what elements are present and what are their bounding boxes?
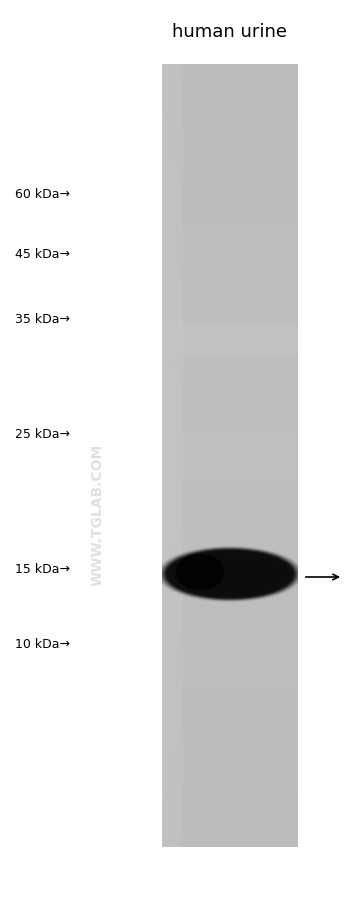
Text: WWW.TGLAB.COM: WWW.TGLAB.COM (91, 443, 105, 585)
Text: human urine: human urine (173, 23, 287, 41)
Ellipse shape (176, 555, 225, 590)
Text: 60 kDa→: 60 kDa→ (15, 189, 70, 201)
Text: 25 kDa→: 25 kDa→ (15, 428, 70, 441)
Text: 10 kDa→: 10 kDa→ (15, 638, 70, 650)
Text: 45 kDa→: 45 kDa→ (15, 248, 70, 262)
Text: 35 kDa→: 35 kDa→ (15, 313, 70, 327)
Text: 15 kDa→: 15 kDa→ (15, 563, 70, 575)
